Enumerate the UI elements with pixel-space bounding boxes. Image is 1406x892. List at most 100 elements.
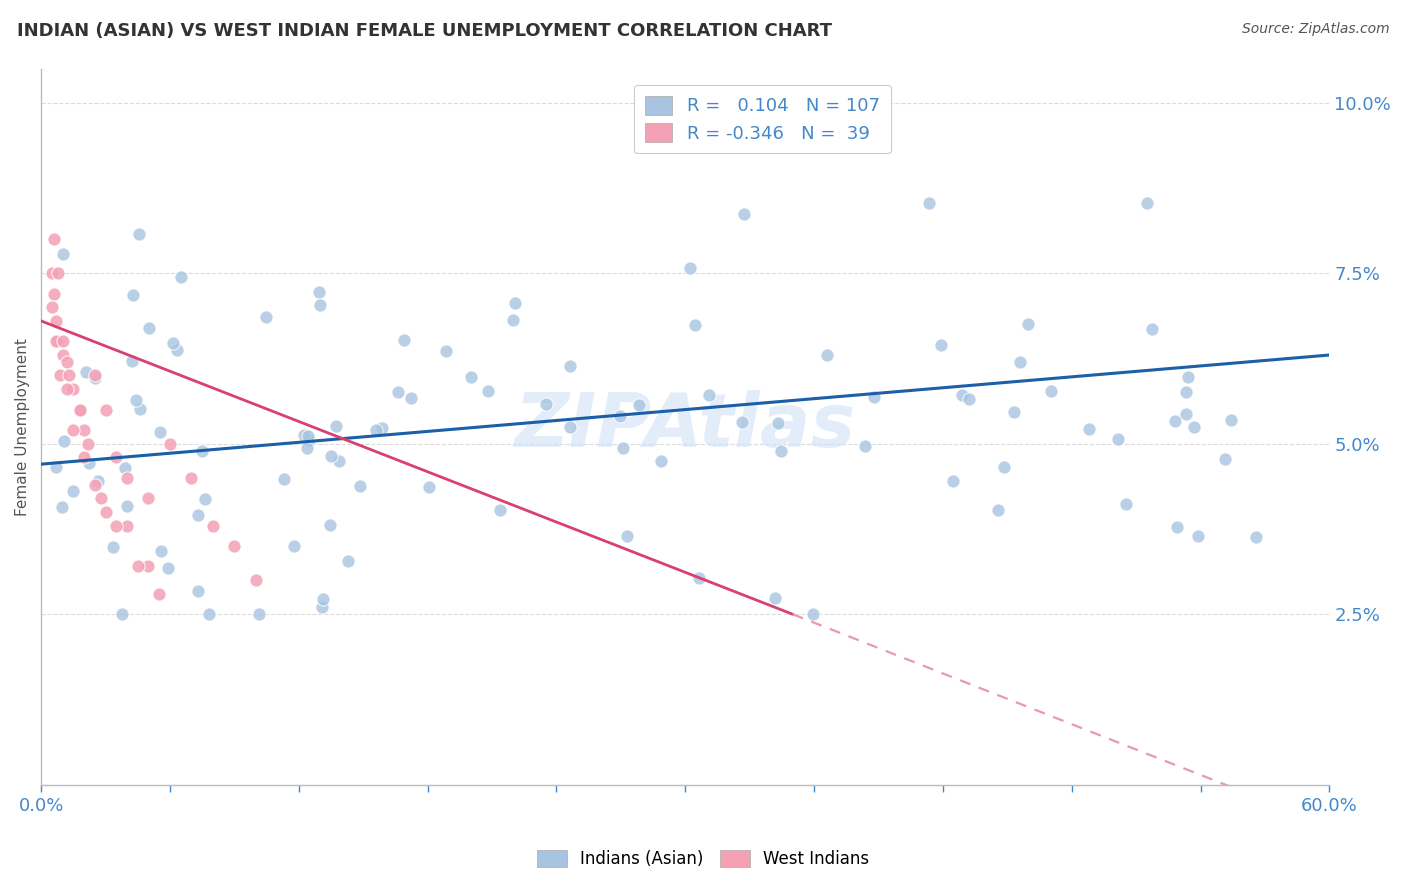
Legend: R =   0.104   N = 107, R = -0.346   N =  39: R = 0.104 N = 107, R = -0.346 N = 39 (634, 85, 890, 153)
Point (83, 477, 105, 491)
Point (180, 471, 202, 485)
Point (166, 343, 188, 357)
Point (111, 607, 134, 622)
Point (170, 269, 193, 284)
Point (292, 428, 315, 442)
Point (763, 591, 786, 605)
Point (46, 334, 69, 349)
Point (115, 518, 138, 533)
Point (1187, 529, 1209, 543)
Point (993, 460, 1015, 475)
Point (918, 196, 941, 211)
Point (801, 607, 824, 622)
Point (162, 336, 184, 351)
Point (56, 382, 79, 396)
Point (1039, 384, 1062, 399)
Point (558, 359, 581, 373)
Point (1136, 195, 1159, 210)
Point (558, 419, 581, 434)
Point (371, 421, 394, 435)
Point (115, 500, 138, 514)
Point (609, 409, 631, 423)
Point (312, 592, 335, 607)
Point (41, 266, 63, 280)
Point (387, 384, 409, 399)
Point (105, 518, 128, 533)
Point (853, 439, 876, 453)
Point (53, 434, 76, 448)
Point (298, 433, 321, 447)
Point (77, 436, 100, 450)
Point (115, 471, 138, 485)
Point (49, 368, 72, 383)
Point (336, 554, 359, 568)
Point (52, 247, 75, 261)
Point (536, 396, 558, 410)
Point (128, 227, 150, 242)
Point (62, 423, 84, 437)
Point (328, 454, 350, 468)
Point (194, 491, 217, 506)
Point (950, 388, 973, 402)
Point (121, 354, 143, 368)
Point (138, 321, 160, 335)
Y-axis label: Female Unemployment: Female Unemployment (15, 338, 30, 516)
Point (349, 478, 371, 492)
Point (1182, 420, 1205, 434)
Point (460, 370, 482, 384)
Point (308, 285, 330, 300)
Point (105, 450, 128, 465)
Point (46, 266, 69, 280)
Point (90, 491, 112, 506)
Point (679, 260, 702, 275)
Point (62, 484, 84, 499)
Text: Source: ZipAtlas.com: Source: ZipAtlas.com (1241, 22, 1389, 37)
Point (733, 207, 755, 221)
Point (699, 388, 721, 402)
Point (159, 436, 181, 450)
Point (191, 444, 214, 458)
Point (45, 334, 67, 349)
Point (477, 384, 499, 399)
Point (295, 442, 318, 456)
Point (863, 390, 886, 404)
Point (366, 423, 388, 437)
Point (308, 298, 330, 312)
Point (942, 474, 965, 488)
Point (321, 449, 343, 463)
Point (83, 368, 105, 383)
Point (187, 508, 209, 523)
Point (503, 296, 526, 310)
Point (69, 402, 91, 417)
Point (730, 415, 752, 429)
Text: INDIAN (ASIAN) VS WEST INDIAN FEMALE UNEMPLOYMENT CORRELATION CHART: INDIAN (ASIAN) VS WEST INDIAN FEMALE UNE… (17, 22, 832, 40)
Legend: Indians (Asian), West Indians: Indians (Asian), West Indians (530, 843, 876, 875)
Point (42, 286, 65, 301)
Point (103, 540, 125, 554)
Point (77, 457, 100, 471)
Point (245, 573, 267, 587)
Point (628, 398, 651, 412)
Point (224, 539, 246, 553)
Point (73, 423, 96, 437)
Point (1164, 414, 1187, 428)
Point (273, 472, 295, 486)
Point (815, 348, 838, 362)
Point (45, 460, 67, 475)
Point (1002, 405, 1025, 419)
Point (254, 310, 277, 324)
Point (650, 454, 672, 468)
Point (138, 559, 160, 574)
Point (325, 419, 347, 434)
Point (52, 348, 75, 362)
Point (1177, 370, 1199, 384)
Point (94, 402, 117, 417)
Point (73, 450, 96, 465)
Point (612, 441, 634, 455)
Point (683, 318, 706, 333)
Point (94, 505, 117, 519)
Point (318, 517, 340, 532)
Point (84, 371, 107, 385)
Point (42, 232, 65, 246)
Point (138, 491, 160, 506)
